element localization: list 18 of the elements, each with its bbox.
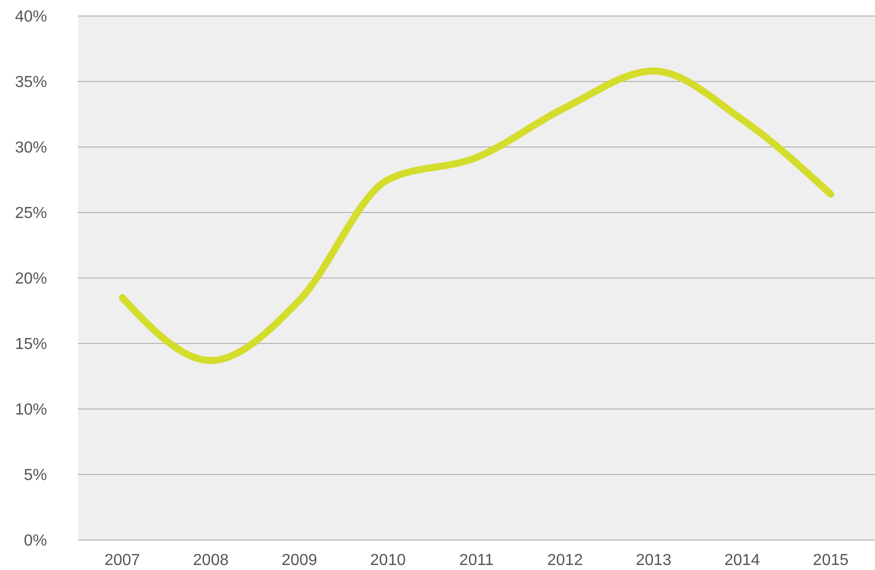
x-tick-label: 2015	[812, 552, 849, 570]
y-tick-label: 10%	[14, 402, 47, 419]
x-tick-label: 2008	[193, 552, 229, 570]
y-tick-label: 5%	[24, 467, 47, 484]
y-tick-label: 40%	[14, 8, 47, 26]
x-tick-label: 2007	[104, 552, 140, 570]
x-tick-label: 2010	[370, 552, 406, 570]
x-tick-label: 2011	[459, 552, 494, 570]
x-tick-label: 2012	[547, 552, 583, 570]
y-tick-label: 15%	[14, 336, 47, 354]
y-tick-label: 35%	[14, 74, 47, 92]
y-tick-label: 20%	[14, 270, 47, 288]
x-tick-label: 2009	[282, 552, 318, 570]
x-tick-label: 2013	[636, 552, 672, 570]
y-tick-label: 0%	[24, 532, 47, 550]
y-tick-label: 25%	[14, 205, 47, 222]
x-tick-label: 2014	[724, 552, 760, 570]
y-tick-label: 30%	[14, 140, 47, 157]
